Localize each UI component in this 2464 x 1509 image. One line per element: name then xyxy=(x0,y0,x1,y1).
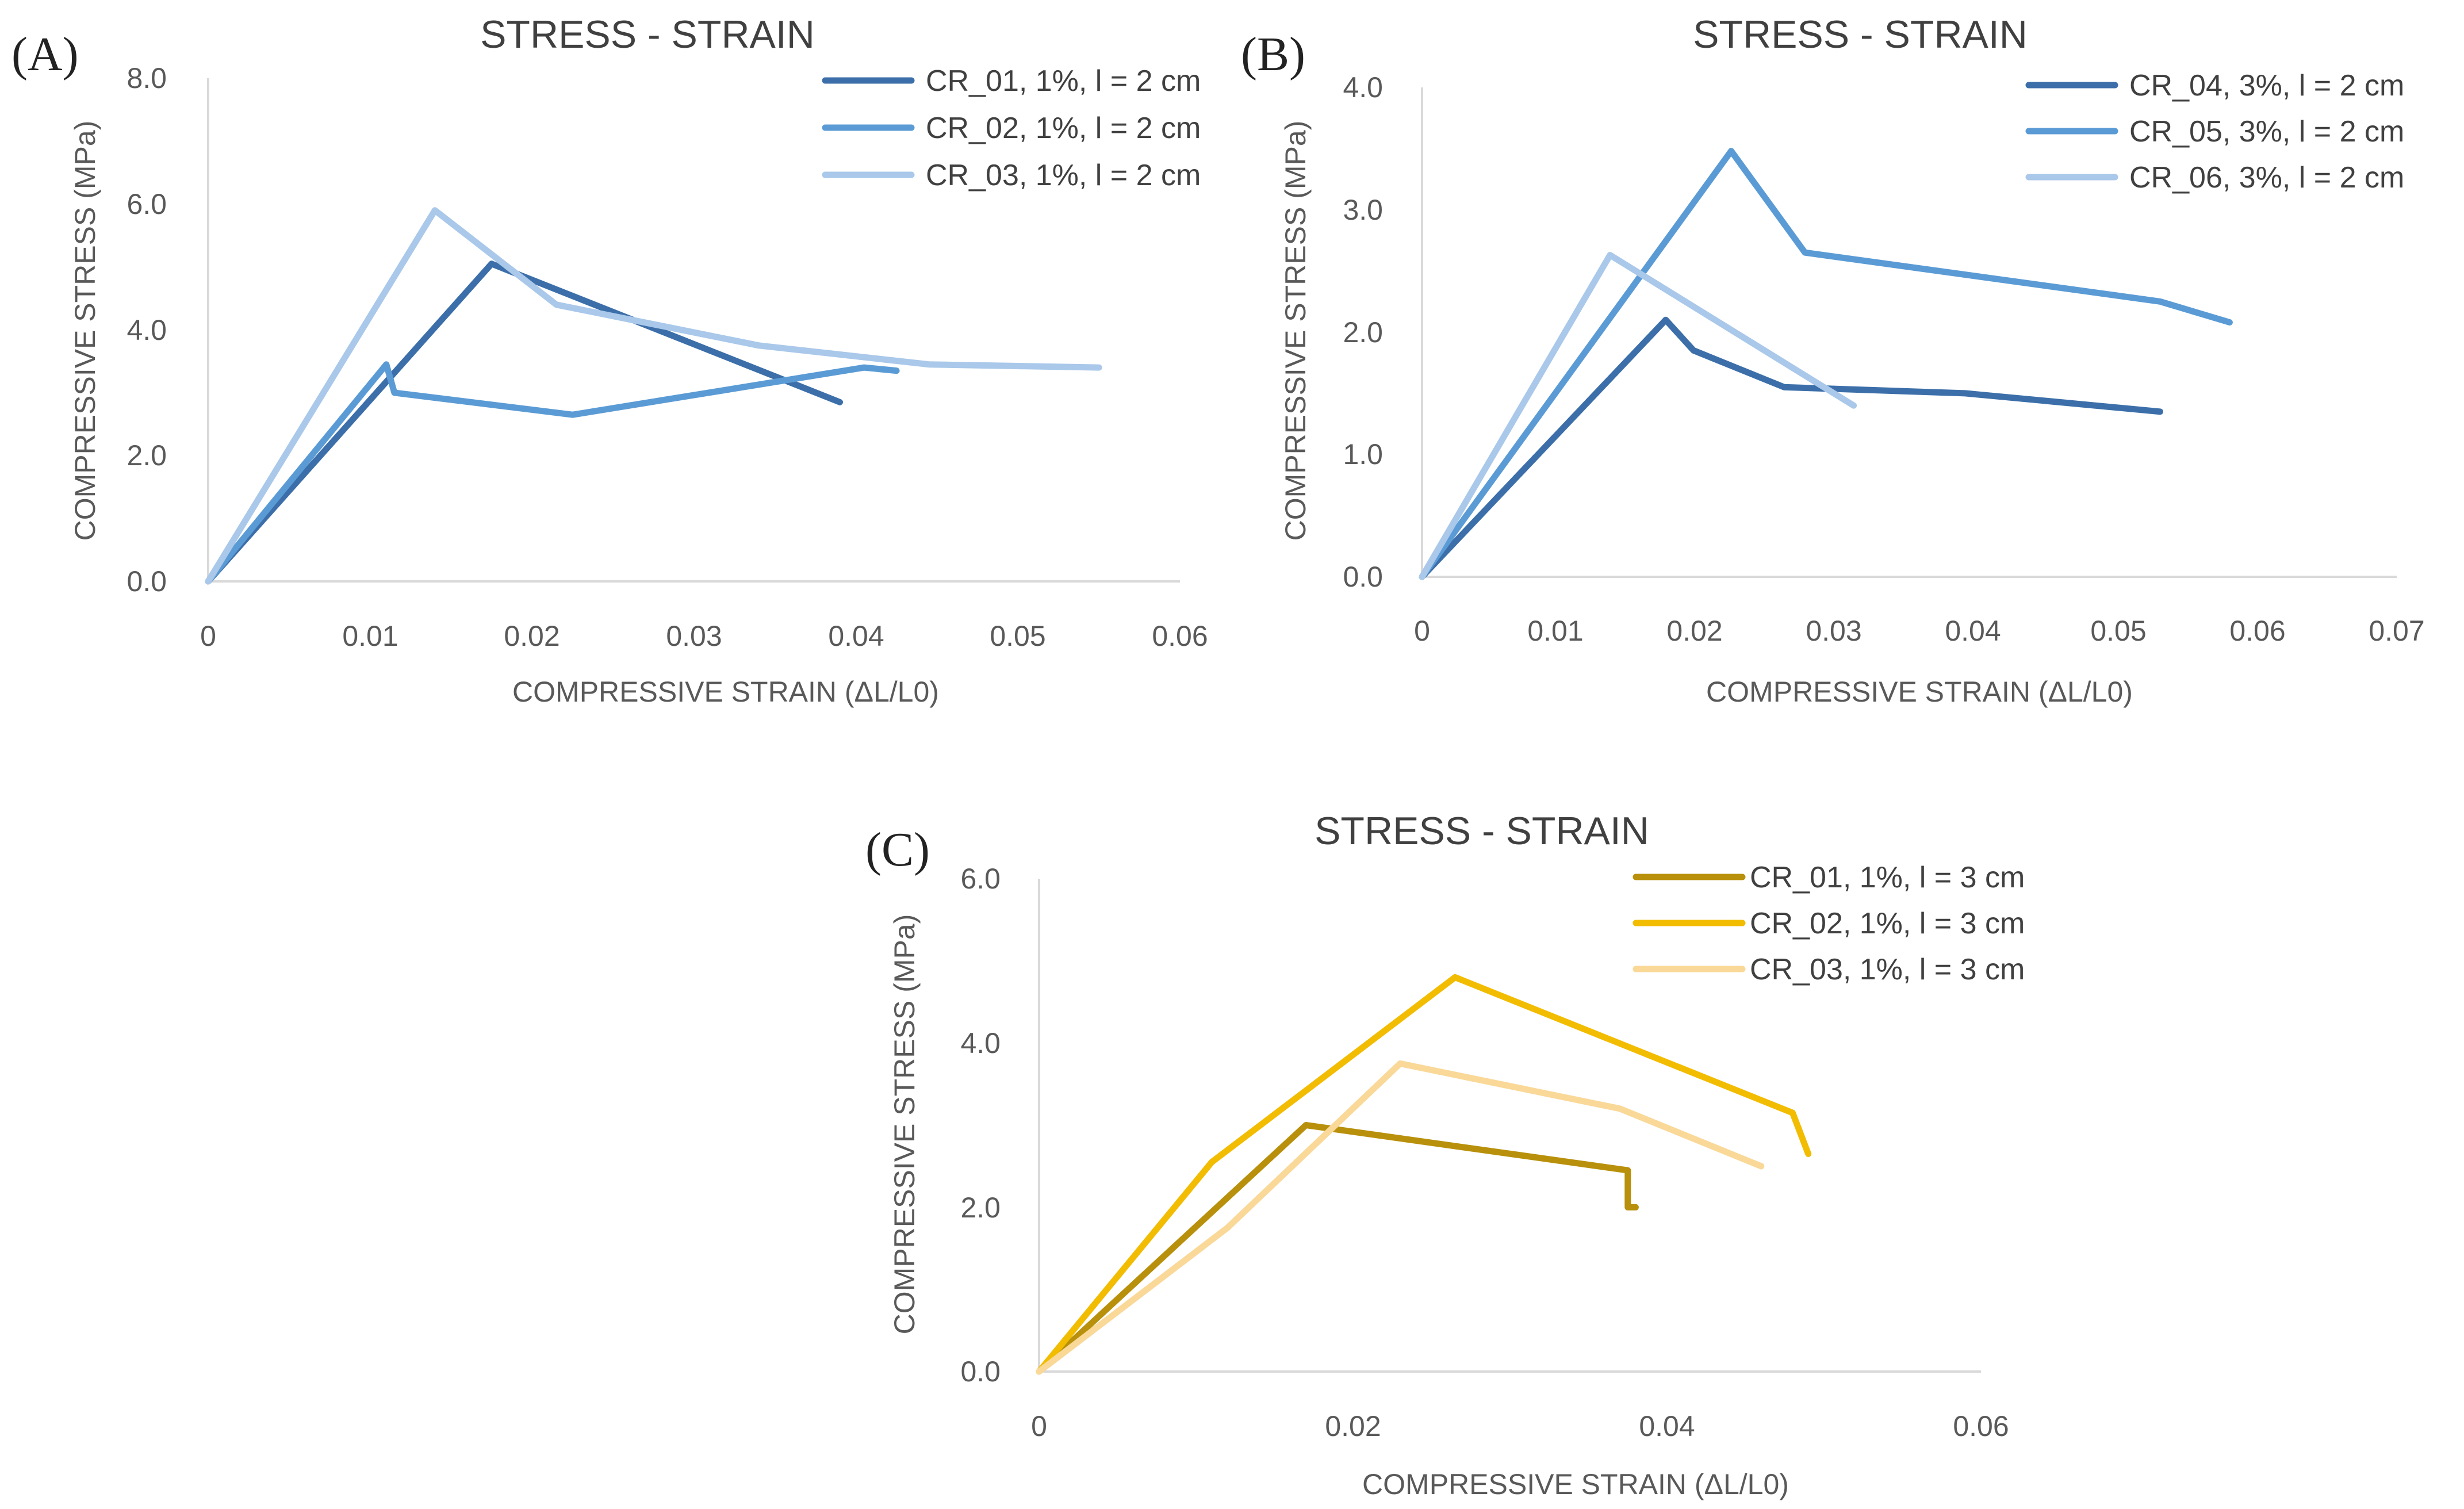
panel-b-y-tick-label: 4.0 xyxy=(1343,71,1383,104)
panel-c-y-tick-label: 4.0 xyxy=(960,1027,1001,1059)
panel-c-x-tick-label: 0.06 xyxy=(1953,1410,2009,1442)
chart-panel-c: (C) STRESS - STRAIN 0.0 2.0 4.0 6.0 0 0.… xyxy=(865,809,2025,1500)
chart-panel-a: (A) STRESS - STRAIN 0.0 2.0 4.0 6.0 8.0 … xyxy=(12,13,1208,708)
panel-b-legend-label: CR_05, 3%, l = 2 cm xyxy=(2129,115,2404,148)
panel-b-title: STRESS - STRAIN xyxy=(1693,13,2028,56)
panel-b-x-tick-label: 0.04 xyxy=(1945,615,2001,647)
panel-c-series-line-3 xyxy=(1036,1060,1765,1375)
panel-a-x-tick-label: 0.05 xyxy=(990,620,1045,652)
panel-b-x-tick-label: 0.02 xyxy=(1666,615,1722,647)
panel-b-x-tick-label: 0.03 xyxy=(1806,615,1861,647)
panel-a-y-axis-label: COMPRESSIVE STRESS (MPa) xyxy=(69,121,101,541)
panel-a-y-tick-label: 2.0 xyxy=(127,439,167,472)
panel-a-y-tick-label: 4.0 xyxy=(127,314,167,346)
panel-c-title: STRESS - STRAIN xyxy=(1315,809,1649,853)
panel-b-y-tick-label: 2.0 xyxy=(1343,316,1383,348)
panel-c-x-tick-label: 0 xyxy=(1031,1410,1047,1442)
panel-c-y-axis-label: COMPRESSIVE STRESS (MPa) xyxy=(888,914,921,1335)
panel-b-y-axis-label: COMPRESSIVE STRESS (MPa) xyxy=(1279,121,1312,541)
panel-b-x-tick-label: 0.01 xyxy=(1527,615,1583,647)
panel-c-series-line-1 xyxy=(1036,1122,1639,1375)
panel-a-series-line-1 xyxy=(205,261,843,585)
panel-b-series-line-1 xyxy=(1419,316,2163,580)
panel-a-x-tick-label: 0.02 xyxy=(504,620,560,652)
panel-a-series-line-3 xyxy=(205,207,1102,585)
panel-c-x-axis-label: COMPRESSIVE STRAIN (ΔL/L0) xyxy=(1362,1468,1789,1500)
panel-c-y-tick-label: 0.0 xyxy=(960,1355,1001,1388)
panel-a-x-tick-label: 0.01 xyxy=(342,620,398,652)
panel-b-legend-label: CR_06, 3%, l = 2 cm xyxy=(2129,161,2404,194)
panel-b-label: (B) xyxy=(1241,28,1305,81)
panel-c-x-tick-label: 0.02 xyxy=(1325,1410,1381,1442)
panel-a-legend-label: CR_01, 1%, l = 2 cm xyxy=(926,64,1201,98)
panel-a-x-axis-label: COMPRESSIVE STRAIN (ΔL/L0) xyxy=(512,676,939,708)
panel-a-label: (A) xyxy=(12,28,79,81)
panel-c-legend-label: CR_02, 1%, l = 3 cm xyxy=(1750,907,2025,940)
panel-b-y-tick-label: 0.0 xyxy=(1343,561,1383,593)
panel-a-x-tick-label: 0.06 xyxy=(1152,620,1208,652)
panel-b-legend-label: CR_04, 3%, l = 2 cm xyxy=(2129,69,2404,102)
panel-c-series-line-2 xyxy=(1036,974,1812,1375)
panel-a-y-tick-label: 0.0 xyxy=(127,565,167,598)
panel-b-x-tick-label: 0.07 xyxy=(2369,615,2424,647)
panel-c-y-tick-label: 2.0 xyxy=(960,1192,1001,1224)
panel-c-label: (C) xyxy=(865,823,930,876)
panel-b-x-tick-label: 0.05 xyxy=(2090,615,2146,647)
panel-b-y-tick-label: 1.0 xyxy=(1343,438,1383,470)
panel-c-x-tick-label: 0.04 xyxy=(1639,1410,1695,1442)
panel-a-series-line-2 xyxy=(205,361,900,585)
panel-b-x-tick-label: 0.06 xyxy=(2229,615,2285,647)
panel-a-y-tick-label: 6.0 xyxy=(127,188,167,220)
panel-a-x-tick-label: 0 xyxy=(200,620,216,652)
panel-a-y-tick-label: 8.0 xyxy=(127,62,167,94)
panel-a-legend-label: CR_03, 1%, l = 2 cm xyxy=(926,159,1201,192)
panel-c-legend-label: CR_03, 1%, l = 3 cm xyxy=(1750,953,2025,986)
panel-b-series-line-2 xyxy=(1419,148,2233,580)
panel-a-x-tick-label: 0.03 xyxy=(666,620,722,652)
panel-b-x-axis-label: COMPRESSIVE STRAIN (ΔL/L0) xyxy=(1706,676,2133,708)
panel-a-x-tick-label: 0.04 xyxy=(828,620,884,652)
panel-c-legend-label: CR_01, 1%, l = 3 cm xyxy=(1750,861,2025,894)
panel-a-title: STRESS - STRAIN xyxy=(480,13,815,56)
panel-a-legend-label: CR_02, 1%, l = 2 cm xyxy=(926,112,1201,145)
panel-b-y-tick-label: 3.0 xyxy=(1343,194,1383,226)
panel-b-series-line-3 xyxy=(1419,252,1857,580)
panel-c-y-tick-label: 6.0 xyxy=(960,863,1001,895)
panel-b-x-tick-label: 0 xyxy=(1414,615,1430,647)
chart-panel-b: (B) STRESS - STRAIN 0.0 1.0 2.0 3.0 4.0 … xyxy=(1241,13,2425,708)
